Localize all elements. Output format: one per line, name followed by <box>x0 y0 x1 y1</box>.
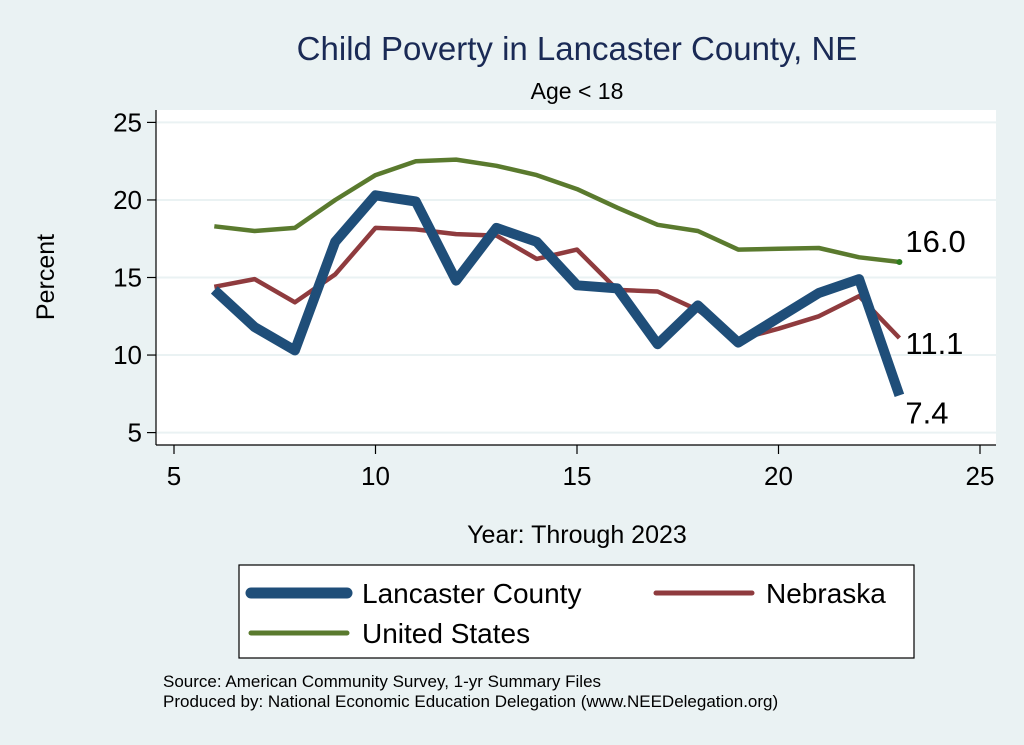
x-tick-label: 10 <box>361 461 390 491</box>
x-tick-label: 20 <box>764 461 793 491</box>
end-label-united-states: 16.0 <box>905 224 965 259</box>
x-tick-label: 25 <box>966 461 995 491</box>
series-line-lancaster-county <box>210 190 905 398</box>
y-ticks: 5 10 15 20 25 <box>113 107 156 448</box>
end-labels: 7.4 11.1 16.0 <box>905 224 965 430</box>
end-marker-united-states <box>896 258 903 265</box>
series-lines <box>210 157 905 398</box>
y-tick-label: 20 <box>113 185 142 215</box>
x-tick-label: 15 <box>563 461 592 491</box>
series-line-nebraska <box>213 225 902 342</box>
y-tick-label: 15 <box>113 263 142 293</box>
legend: Lancaster County Nebraska United States <box>238 564 915 659</box>
end-label-nebraska: 11.1 <box>905 326 963 361</box>
x-axis-label: Year: Through 2023 <box>467 521 687 549</box>
x-ticks: 5 10 15 20 25 <box>167 445 995 491</box>
legend-box <box>238 564 915 659</box>
y-tick-label: 25 <box>113 107 142 137</box>
series-line-united-states <box>214 157 900 265</box>
producer-note: Produced by: National Economic Education… <box>163 692 778 711</box>
source-note: Source: American Community Survey, 1-yr … <box>163 672 601 691</box>
chart-title: Child Poverty in Lancaster County, NE <box>297 30 858 67</box>
y-axis-label: Percent <box>32 234 60 320</box>
chart-subtitle: Age < 18 <box>531 78 624 104</box>
x-tick-label: 5 <box>167 461 181 491</box>
legend-label-united-states: United States <box>362 618 530 649</box>
y-tick-label: 5 <box>128 418 142 448</box>
legend-label-nebraska: Nebraska <box>766 578 886 609</box>
legend-label-lancaster-county: Lancaster County <box>362 578 581 609</box>
y-tick-label: 10 <box>113 340 142 370</box>
end-label-lancaster-county: 7.4 <box>905 395 948 430</box>
